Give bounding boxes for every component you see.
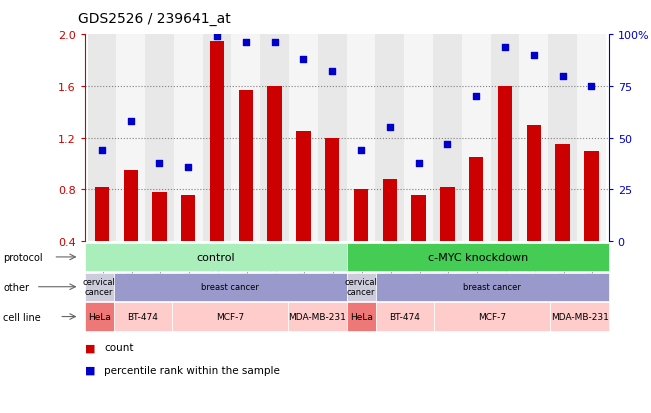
Bar: [411, 195, 426, 293]
Point: [385, 125, 395, 131]
Bar: [152, 192, 167, 293]
Bar: [584, 151, 599, 293]
Bar: [577, 35, 606, 242]
Bar: [527, 126, 541, 293]
Text: ■: ■: [85, 365, 95, 375]
Text: HeLa: HeLa: [88, 312, 111, 321]
Point: [183, 164, 193, 171]
Bar: [260, 35, 289, 242]
Point: [298, 57, 309, 63]
Text: MCF-7: MCF-7: [216, 312, 244, 321]
Bar: [210, 42, 225, 293]
Bar: [440, 188, 454, 293]
Text: cervical
cancer: cervical cancer: [83, 278, 116, 297]
Point: [212, 34, 222, 40]
Text: BT-474: BT-474: [389, 312, 421, 321]
Point: [327, 69, 337, 76]
Text: ■: ■: [85, 342, 95, 352]
Bar: [354, 190, 368, 293]
Text: MCF-7: MCF-7: [478, 312, 506, 321]
Bar: [239, 90, 253, 293]
Point: [557, 73, 568, 80]
Text: protocol: protocol: [3, 252, 43, 262]
Point: [270, 40, 280, 47]
Text: MDA-MB-231: MDA-MB-231: [288, 312, 346, 321]
Point: [500, 44, 510, 51]
Bar: [555, 145, 570, 293]
Bar: [87, 35, 117, 242]
Bar: [383, 180, 397, 293]
Point: [241, 40, 251, 47]
Bar: [491, 35, 519, 242]
Text: HeLa: HeLa: [350, 312, 372, 321]
Bar: [376, 35, 404, 242]
Text: cervical
cancer: cervical cancer: [345, 278, 378, 297]
Text: BT-474: BT-474: [128, 312, 158, 321]
Text: percentile rank within the sample: percentile rank within the sample: [104, 365, 280, 375]
Bar: [202, 35, 232, 242]
Bar: [548, 35, 577, 242]
Text: GDS2526 / 239641_at: GDS2526 / 239641_at: [78, 12, 231, 26]
Bar: [232, 35, 260, 242]
Bar: [433, 35, 462, 242]
Bar: [289, 35, 318, 242]
Point: [413, 160, 424, 166]
Point: [97, 147, 107, 154]
Point: [471, 94, 482, 100]
Point: [154, 160, 165, 166]
Text: control: control: [197, 252, 235, 262]
Bar: [318, 35, 346, 242]
Bar: [117, 35, 145, 242]
Bar: [462, 35, 491, 242]
Point: [529, 52, 539, 59]
Bar: [124, 171, 138, 293]
Bar: [325, 138, 339, 293]
Text: cell line: cell line: [3, 312, 41, 322]
Bar: [498, 87, 512, 293]
Text: MDA-MB-231: MDA-MB-231: [551, 312, 609, 321]
Text: other: other: [3, 282, 29, 292]
Bar: [268, 87, 282, 293]
Text: count: count: [104, 342, 133, 352]
Bar: [296, 132, 311, 293]
Bar: [94, 188, 109, 293]
Point: [126, 119, 136, 125]
Bar: [145, 35, 174, 242]
Text: breast cancer: breast cancer: [201, 282, 259, 292]
Bar: [181, 195, 195, 293]
Point: [586, 83, 596, 90]
Text: breast cancer: breast cancer: [464, 282, 521, 292]
Bar: [469, 158, 484, 293]
Point: [356, 147, 367, 154]
Bar: [347, 35, 376, 242]
Bar: [519, 35, 548, 242]
Bar: [174, 35, 202, 242]
Bar: [404, 35, 433, 242]
Text: c-MYC knockdown: c-MYC knockdown: [428, 252, 528, 262]
Point: [442, 141, 452, 148]
